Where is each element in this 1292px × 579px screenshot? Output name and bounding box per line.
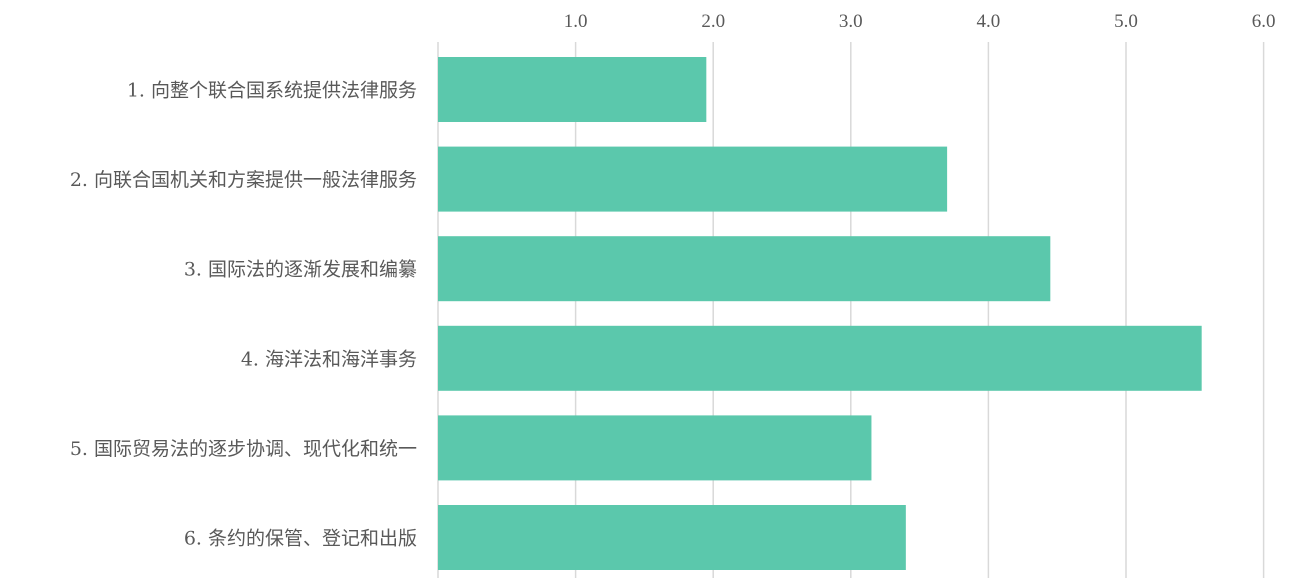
category-label-1: 1. 向整个联合国系统提供法律服务: [127, 80, 417, 102]
bar-6: [438, 505, 906, 570]
x-tick-label: 1.0: [564, 11, 588, 32]
category-label-6: 6. 条约的保管、登记和出版: [184, 528, 417, 550]
x-axis-tick-labels: 1.0 2.0 3.0 4.0 5.0 6.0: [564, 11, 1276, 32]
x-tick-label: 6.0: [1252, 11, 1276, 32]
x-tick-label: 5.0: [1114, 11, 1138, 32]
bar-2: [438, 146, 948, 212]
bar-4: [438, 325, 1202, 391]
x-tick-label: 4.0: [977, 11, 1001, 32]
bar-1: [438, 57, 707, 122]
gridlines: [437, 42, 1265, 578]
category-label-4: 4. 海洋法和海洋事务: [241, 348, 417, 370]
category-labels: 1. 向整个联合国系统提供法律服务 2. 向联合国机关和方案提供一般法律服务 3. …: [70, 80, 417, 550]
bar-5: [438, 415, 872, 481]
category-label-3: 3. 国际法的逐渐发展和编纂: [184, 259, 417, 281]
x-tick-label: 3.0: [839, 11, 863, 32]
bar-3: [438, 236, 1051, 302]
category-label-2: 2. 向联合国机关和方案提供一般法律服务: [70, 169, 417, 191]
x-tick-label: 2.0: [701, 11, 725, 32]
bars: [438, 57, 1202, 570]
category-label-5: 5. 国际贸易法的逐步协调、现代化和统一: [70, 438, 417, 460]
